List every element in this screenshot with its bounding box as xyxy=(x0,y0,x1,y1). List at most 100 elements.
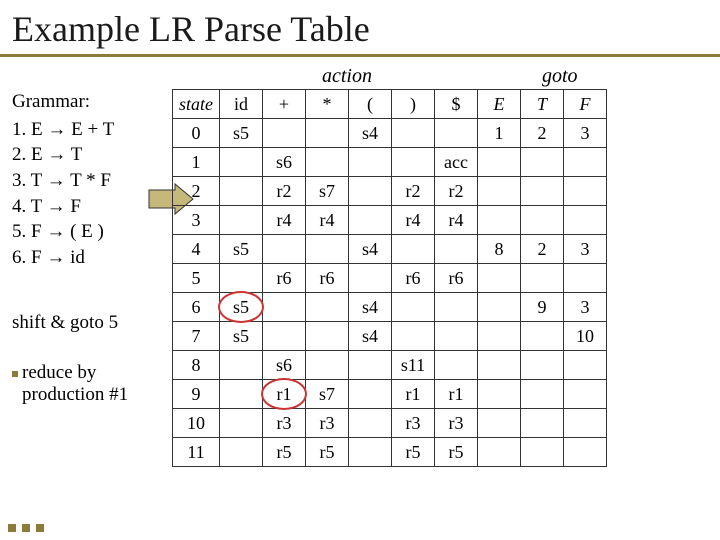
table-row: 8s6s11 xyxy=(173,351,607,380)
action-cell xyxy=(220,409,263,438)
action-cell: r5 xyxy=(306,438,349,467)
goto-cell: 1 xyxy=(478,119,521,148)
action-cell xyxy=(349,177,392,206)
table-row: 7s5s410 xyxy=(173,322,607,351)
action-cell xyxy=(220,438,263,467)
state-cell: 7 xyxy=(173,322,220,351)
action-cell xyxy=(220,380,263,409)
action-cell: r6 xyxy=(392,264,435,293)
action-cell: s5 xyxy=(220,119,263,148)
table-row: 3r4r4r4r4 xyxy=(173,206,607,235)
table-row: 0s5s4123 xyxy=(173,119,607,148)
action-cell xyxy=(220,206,263,235)
goto-cell xyxy=(478,351,521,380)
goto-cell xyxy=(521,148,564,177)
state-cell: 2 xyxy=(173,177,220,206)
goto-cell: 2 xyxy=(521,119,564,148)
goto-cell xyxy=(478,322,521,351)
goto-cell xyxy=(478,177,521,206)
action-cell: r2 xyxy=(263,177,306,206)
action-cell xyxy=(435,351,478,380)
goto-cell xyxy=(564,351,607,380)
goto-cell xyxy=(521,409,564,438)
action-cell xyxy=(349,380,392,409)
goto-cell xyxy=(478,293,521,322)
goto-header: goto xyxy=(542,65,578,88)
col-header: id xyxy=(220,90,263,119)
col-header: $ xyxy=(435,90,478,119)
goto-cell xyxy=(564,206,607,235)
col-header: F xyxy=(564,90,607,119)
goto-cell xyxy=(564,380,607,409)
action-cell: r3 xyxy=(392,409,435,438)
action-header: action xyxy=(322,65,372,88)
grammar-rule: 5. F → ( E ) xyxy=(12,219,172,245)
goto-cell xyxy=(564,264,607,293)
action-cell xyxy=(263,322,306,351)
action-cell xyxy=(392,322,435,351)
left-column: Grammar: 1. E → E + T 2. E → T 3. T → T … xyxy=(12,65,172,467)
action-cell: s5 xyxy=(220,322,263,351)
action-cell xyxy=(349,351,392,380)
action-cell: r3 xyxy=(263,409,306,438)
action-cell xyxy=(392,235,435,264)
table-group-headers: action goto xyxy=(172,65,708,89)
table-header-row: state id + * ( ) $ E T F xyxy=(173,90,607,119)
action-cell xyxy=(392,148,435,177)
action-cell: r5 xyxy=(392,438,435,467)
action-cell xyxy=(306,119,349,148)
action-cell xyxy=(349,409,392,438)
goto-cell xyxy=(521,380,564,409)
grammar-header: Grammar: xyxy=(12,89,172,115)
goto-cell xyxy=(478,148,521,177)
state-cell: 4 xyxy=(173,235,220,264)
goto-cell xyxy=(521,322,564,351)
action-cell xyxy=(220,351,263,380)
square-icon xyxy=(36,524,44,532)
goto-cell: 9 xyxy=(521,293,564,322)
table-row: 9r1s7r1r1 xyxy=(173,380,607,409)
action-cell: s4 xyxy=(349,293,392,322)
action-cell: r6 xyxy=(306,264,349,293)
goto-cell: 8 xyxy=(478,235,521,264)
state-cell: 11 xyxy=(173,438,220,467)
grammar-block: Grammar: 1. E → E + T 2. E → T 3. T → T … xyxy=(12,89,172,270)
goto-cell xyxy=(478,409,521,438)
action-cell xyxy=(220,264,263,293)
bullet-icon xyxy=(12,371,18,377)
grammar-rule: 6. F → id xyxy=(12,245,172,271)
footer-decor xyxy=(8,524,44,532)
title-bar: Example LR Parse Table xyxy=(0,0,720,57)
grammar-rule: 1. E → E + T xyxy=(12,117,172,143)
goto-cell xyxy=(521,351,564,380)
action-cell xyxy=(349,206,392,235)
goto-cell: 3 xyxy=(564,235,607,264)
action-cell xyxy=(306,351,349,380)
state-header: state xyxy=(173,90,220,119)
goto-cell xyxy=(478,264,521,293)
goto-cell xyxy=(564,177,607,206)
goto-cell: 3 xyxy=(564,293,607,322)
action-cell xyxy=(263,235,306,264)
action-cell: s5 xyxy=(220,235,263,264)
table-row: 1s6acc xyxy=(173,148,607,177)
right-column: action goto state id + * ( ) $ E T F 0s5… xyxy=(172,65,708,467)
goto-cell: 2 xyxy=(521,235,564,264)
state-cell: 8 xyxy=(173,351,220,380)
goto-cell xyxy=(478,438,521,467)
action-cell xyxy=(263,119,306,148)
action-cell xyxy=(220,177,263,206)
action-cell: s4 xyxy=(349,235,392,264)
goto-cell xyxy=(564,409,607,438)
action-cell xyxy=(220,148,263,177)
action-cell: r1 xyxy=(392,380,435,409)
state-cell: 6 xyxy=(173,293,220,322)
action-cell xyxy=(306,293,349,322)
state-cell: 5 xyxy=(173,264,220,293)
action-cell: r4 xyxy=(263,206,306,235)
goto-cell xyxy=(521,438,564,467)
goto-cell xyxy=(521,206,564,235)
table-row: 5r6r6r6r6 xyxy=(173,264,607,293)
action-cell: s7 xyxy=(306,177,349,206)
state-cell: 0 xyxy=(173,119,220,148)
